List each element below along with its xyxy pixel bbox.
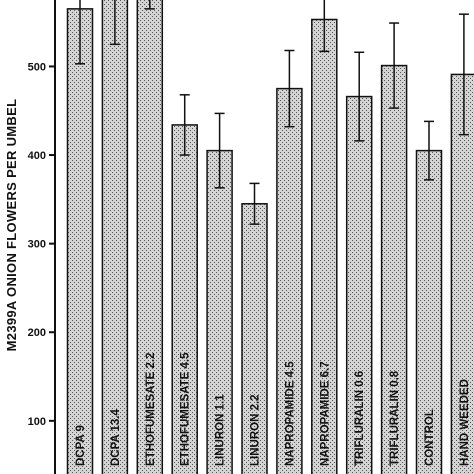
bar (311, 18, 338, 474)
bar-category-label: TRIFLURALIN 0.6 (354, 371, 366, 466)
bar-category-label: ETHOFUMESATE 2.2 (145, 352, 157, 466)
bar (66, 8, 94, 474)
bar-category-label: LINURON 1.1 (215, 394, 227, 466)
y-tick-label: 100 (28, 416, 46, 428)
bar-category-label: HAND WEEDED (459, 379, 471, 466)
bar-category-label: CONTROL (424, 409, 436, 466)
bar (101, 0, 129, 474)
bar-category-label: TRIFLURALIN 0.8 (389, 370, 401, 466)
bar (241, 203, 268, 474)
bar (415, 149, 443, 474)
y-axis-label: M2399A ONION FLOWERS PER UMBEL (4, 99, 19, 352)
bars-group: DCPA 9 DCPA 13.4 ETHOFUMESATE 2.2 ETHOFUMES… (66, 0, 474, 474)
y-tick-label: 200 (28, 327, 46, 339)
bar-category-label: ETHOFUMESATE 4.5 (180, 352, 192, 466)
bar-category-label: NAPROPAMIDE 6.7 (319, 361, 331, 466)
y-tick-label: 500 (28, 61, 46, 73)
y-tick-label: 300 (28, 239, 46, 251)
y-tick-label: 400 (28, 150, 46, 162)
bar (345, 95, 373, 474)
bar-category-label: DCPA 13.4 (110, 409, 122, 466)
bar (276, 87, 303, 474)
bar-category-label: DCPA 9 (75, 425, 87, 466)
bar (136, 0, 164, 474)
bar-category-label: LINURON 2.2 (250, 394, 262, 466)
bar-category-label: NAPROPAMIDE 4.5 (284, 361, 296, 466)
y-axis: 100 200 300 400 500 (28, 0, 56, 474)
